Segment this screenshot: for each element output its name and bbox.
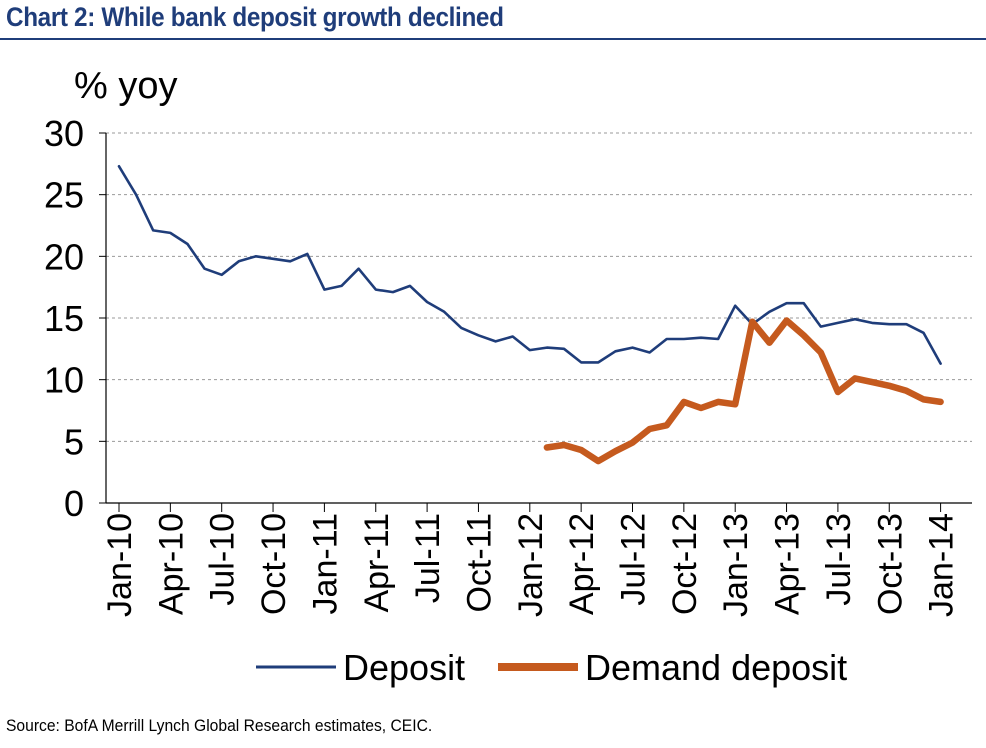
- x-tick-label: Jan-10: [101, 513, 139, 617]
- y-tick-label: 0: [64, 483, 84, 524]
- series-line-demand-deposit: [543, 317, 944, 465]
- x-tick-label: Jan-14: [923, 513, 961, 617]
- x-tick-label: Jul-11: [409, 513, 447, 603]
- x-tick-label: Jan-13: [717, 513, 755, 617]
- grid-lines: [106, 132, 972, 442]
- series-lines: [117, 165, 944, 465]
- x-tick-label: Apr-13: [769, 513, 807, 615]
- y-tick-label: 10: [44, 360, 84, 401]
- title-divider: [0, 38, 986, 40]
- x-tick-label: Oct-13: [871, 513, 909, 615]
- y-tick-label: 25: [44, 175, 84, 216]
- x-tick-label: Apr-10: [152, 513, 190, 615]
- legend-label-deposit: Deposit: [343, 647, 465, 688]
- x-tick-label: Jan-12: [512, 513, 550, 617]
- x-tick-label: Jul-10: [204, 513, 242, 606]
- series-line-deposit: [117, 165, 942, 365]
- x-tick-label: Apr-12: [563, 513, 601, 615]
- axes: 0 5 10 15 20 25 30 Jan-10 Apr-10 Jul-10 Oct-10 Jan-…: [44, 113, 972, 617]
- x-tick-label: Jul-12: [615, 513, 653, 606]
- chart-title: Chart 2: While bank deposit growth decli…: [6, 2, 504, 32]
- legend-label-demand-deposit: Demand deposit: [585, 647, 847, 688]
- y-axis-label: % yoy: [74, 65, 177, 107]
- source-note: Source: BofA Merrill Lynch Global Resear…: [6, 716, 433, 735]
- x-tick-label: Oct-12: [666, 513, 704, 615]
- y-tick-label: 20: [44, 236, 84, 277]
- y-tick-label: 5: [64, 421, 84, 462]
- x-tick-label: Oct-11: [460, 513, 498, 613]
- line-chart: % yoy 0 5 10 15 20 25 30 Jan-10 Apr-10 Jul-10 Oct-…: [44, 65, 972, 688]
- x-tick-label: Jan-11: [306, 513, 344, 614]
- y-tick-label: 30: [44, 113, 84, 154]
- x-tick-label: Oct-10: [255, 513, 293, 615]
- y-tick-label: 15: [44, 298, 84, 339]
- x-tick-label: Apr-11: [358, 513, 396, 613]
- legend: Deposit Demand deposit: [256, 647, 847, 688]
- x-tick-label: Jul-13: [820, 513, 858, 606]
